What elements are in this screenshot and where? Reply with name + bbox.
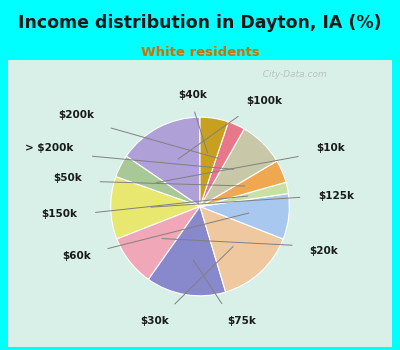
Text: City-Data.com: City-Data.com [257,70,327,79]
Text: $20k: $20k [309,246,338,256]
Text: $50k: $50k [53,173,82,183]
Wedge shape [126,117,200,206]
Wedge shape [116,156,200,206]
Text: > $200k: > $200k [25,144,73,153]
Text: Income distribution in Dayton, IA (%): Income distribution in Dayton, IA (%) [18,14,382,32]
Wedge shape [200,161,286,206]
FancyBboxPatch shape [8,60,392,346]
Text: $100k: $100k [246,96,282,106]
Wedge shape [200,206,283,292]
Text: $10k: $10k [316,144,345,153]
Text: $40k: $40k [178,90,207,100]
Text: White residents: White residents [141,46,259,58]
Wedge shape [111,177,200,239]
Wedge shape [200,182,288,206]
Wedge shape [117,206,200,279]
Wedge shape [200,117,228,206]
Text: $150k: $150k [41,209,77,219]
Wedge shape [200,129,277,206]
Text: $60k: $60k [62,251,91,261]
Wedge shape [148,206,226,296]
Wedge shape [200,194,289,239]
Text: $200k: $200k [59,110,95,120]
Wedge shape [200,122,244,206]
Text: $30k: $30k [140,316,169,326]
Text: $125k: $125k [318,191,354,201]
Text: $75k: $75k [227,316,256,326]
